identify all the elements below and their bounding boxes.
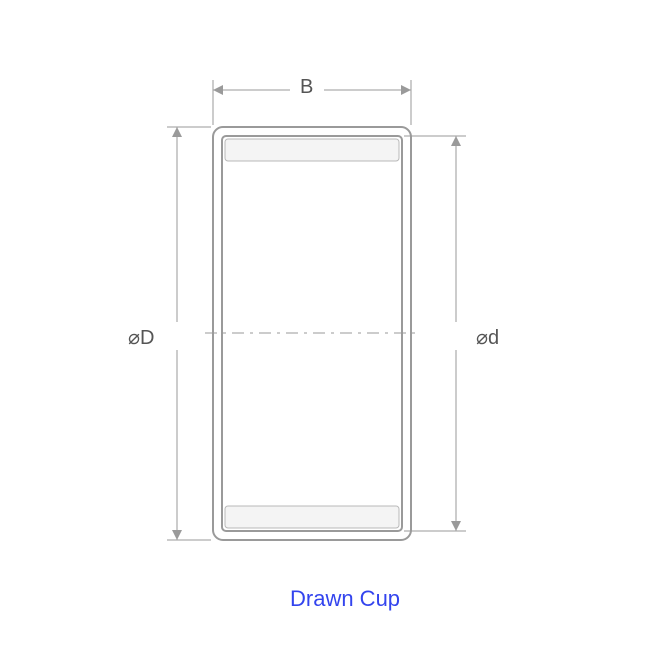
dimension-label-D: ⌀D <box>128 325 154 350</box>
dimension-label-d: ⌀d <box>476 325 499 350</box>
caption: Drawn Cup <box>290 586 400 612</box>
diagram-stage: B ⌀D ⌀d Drawn Cup <box>0 0 670 670</box>
dimension-label-b: B <box>300 76 313 99</box>
technical-drawing-svg <box>0 0 670 670</box>
